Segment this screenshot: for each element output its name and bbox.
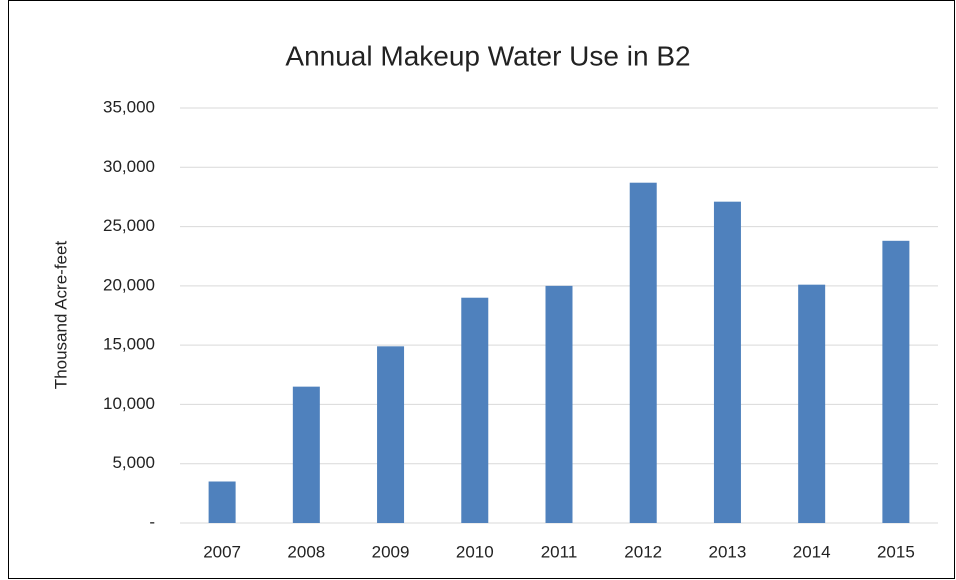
x-tick-label: 2008 xyxy=(287,542,325,561)
bar xyxy=(629,182,657,523)
y-tick-label: 5,000 xyxy=(112,453,155,472)
bar xyxy=(461,297,489,523)
y-tick-label: 25,000 xyxy=(103,216,155,235)
chart-title: Annual Makeup Water Use in B2 xyxy=(285,40,690,71)
y-tick-label: 10,000 xyxy=(103,394,155,413)
bar xyxy=(713,201,741,523)
x-tick-label: 2007 xyxy=(203,542,241,561)
y-tick-label: 20,000 xyxy=(103,275,155,294)
x-tick-label: 2011 xyxy=(541,542,578,561)
x-tick-label: 2013 xyxy=(709,542,747,561)
bar xyxy=(377,346,405,523)
x-tick-label: 2014 xyxy=(793,542,831,561)
bar xyxy=(798,284,826,523)
y-tick-label: 35,000 xyxy=(103,97,155,116)
x-tick-label: 2010 xyxy=(456,542,494,561)
y-tick-label: 30,000 xyxy=(103,157,155,176)
x-tick-label: 2009 xyxy=(372,542,410,561)
x-tick-label: 2015 xyxy=(877,542,915,561)
y-tick-label: 15,000 xyxy=(103,335,155,354)
y-tick-label: - xyxy=(149,512,155,531)
bar xyxy=(545,285,573,523)
x-tick-label: 2012 xyxy=(624,542,662,561)
bar xyxy=(208,481,236,523)
y-axis-label: Thousand Acre-feet xyxy=(51,241,70,390)
bar xyxy=(292,386,320,523)
bar xyxy=(882,240,910,524)
